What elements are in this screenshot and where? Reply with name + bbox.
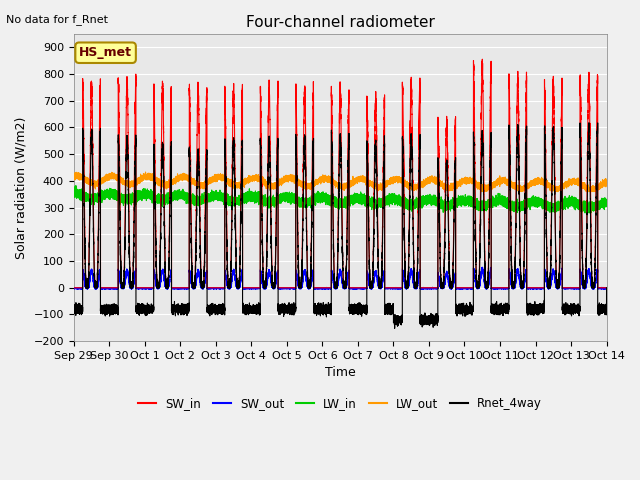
Text: HS_met: HS_met [79, 46, 132, 59]
X-axis label: Time: Time [324, 367, 356, 380]
Text: No data for f_Rnet: No data for f_Rnet [6, 14, 108, 25]
Y-axis label: Solar radiation (W/m2): Solar radiation (W/m2) [15, 116, 28, 259]
Legend: SW_in, SW_out, LW_in, LW_out, Rnet_4way: SW_in, SW_out, LW_in, LW_out, Rnet_4way [134, 393, 547, 415]
Title: Four-channel radiometer: Four-channel radiometer [246, 15, 435, 30]
